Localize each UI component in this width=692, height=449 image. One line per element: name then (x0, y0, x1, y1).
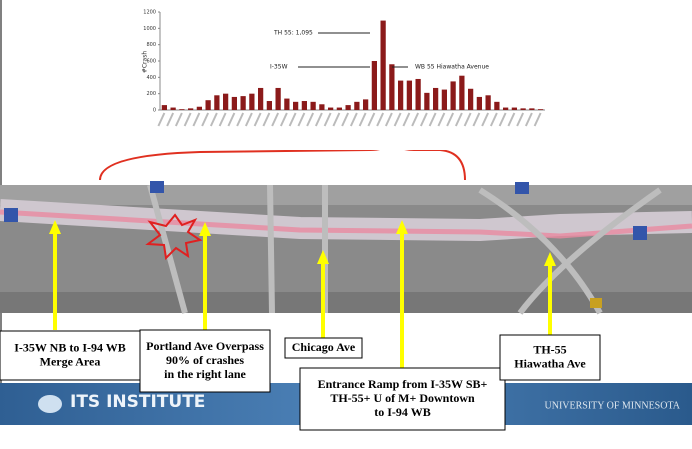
callout-text: Entrance Ramp from I-35W SB+ (318, 377, 488, 391)
bar (232, 97, 237, 110)
annotation: WB 55 Hiawatha Avenue (415, 64, 489, 71)
bar (346, 105, 351, 110)
callout-text: TH-55 (533, 342, 566, 356)
bar (188, 108, 193, 110)
bar (381, 21, 386, 110)
bar (477, 97, 482, 110)
y-tick-label: 1200 (143, 10, 156, 16)
aerial-photo (0, 181, 692, 313)
footer-left: ITS INSTITUTE (70, 392, 205, 412)
y-tick-label: 400 (146, 75, 156, 81)
y-tick-label: 200 (146, 91, 156, 97)
bar (293, 102, 298, 110)
bar (389, 64, 394, 110)
bar (372, 61, 377, 110)
bar (214, 95, 219, 110)
annotation: I-35W (270, 64, 288, 71)
y-tick-label: 800 (146, 42, 156, 48)
chart-bg (140, 0, 555, 150)
slide-canvas: ITS INSTITUTE UNIVERSITY OF MINNESOTA 0 2… (0, 0, 692, 449)
y-axis-label: #Crash (142, 51, 149, 73)
bar (407, 81, 412, 110)
bar (486, 95, 491, 110)
bar (258, 88, 263, 110)
bar (354, 102, 359, 110)
bar (433, 88, 438, 110)
bar (179, 109, 184, 110)
bar (442, 90, 447, 110)
bar (284, 99, 289, 110)
callout-text: TH-55+ U of M+ Downtown (330, 391, 475, 405)
bar (538, 109, 543, 110)
bar (206, 100, 211, 110)
bar (328, 108, 333, 110)
bar (424, 93, 429, 110)
callout-text: 90% of crashes (166, 353, 244, 367)
bar (363, 99, 368, 110)
bar (171, 108, 176, 110)
callout-text: in the right lane (164, 367, 246, 381)
bar (162, 105, 167, 110)
bar (276, 88, 281, 110)
bar (319, 104, 324, 110)
bar (512, 108, 517, 110)
bar (223, 94, 228, 110)
annotation: TH 55: 1,095 (273, 30, 313, 37)
bar (337, 108, 342, 110)
callout-text: to I-94 WB (374, 405, 430, 419)
bar (302, 101, 307, 110)
bar (311, 102, 316, 110)
bar (241, 96, 246, 110)
y-tick-label: 1000 (143, 26, 156, 32)
slide: ITS INSTITUTE UNIVERSITY OF MINNESOTA 0 2… (0, 0, 692, 449)
callout-text: Chicago Ave (292, 340, 356, 354)
callout-text: I-35W NB to I-94 WB (14, 340, 126, 354)
logo (38, 395, 62, 413)
y-tick-label: 0 (153, 108, 156, 114)
bar (529, 108, 534, 110)
bar (197, 107, 202, 110)
bar (398, 81, 403, 110)
callout-text: Portland Ave Overpass (146, 339, 264, 353)
footer-right: UNIVERSITY OF MINNESOTA (545, 400, 681, 411)
bar (459, 76, 464, 110)
bar (451, 81, 456, 110)
bar (521, 108, 526, 110)
bar (267, 101, 272, 110)
bar (468, 89, 473, 110)
bar (494, 102, 499, 110)
callout-text: Hiawatha Ave (514, 356, 586, 370)
bar (416, 79, 421, 110)
bar (249, 94, 254, 110)
bar (503, 108, 508, 110)
callout-text: Merge Area (40, 354, 101, 368)
